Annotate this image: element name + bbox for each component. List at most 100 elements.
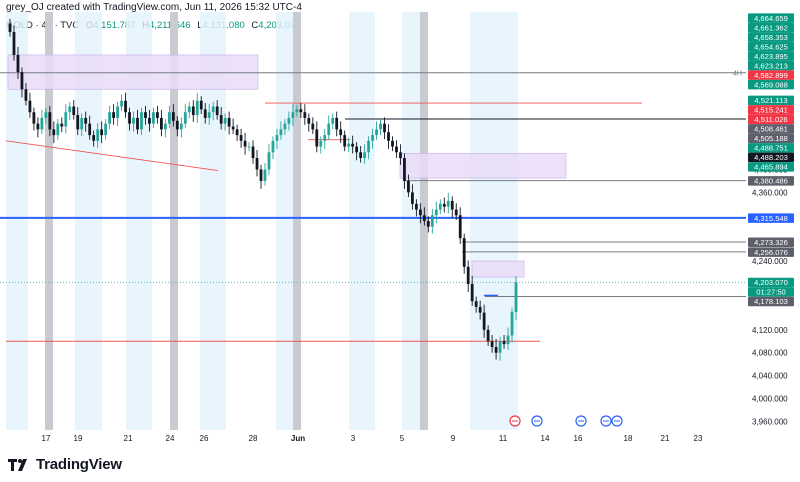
candle [311, 117, 315, 134]
candle [124, 92, 127, 118]
candle-body [323, 135, 327, 141]
price-label: 4,515.241 [748, 105, 794, 115]
price-label: 4,511.026 [748, 114, 794, 125]
candle [490, 334, 494, 353]
timeframe-annotation: 4H [733, 71, 742, 78]
candle [24, 83, 28, 106]
candle [478, 300, 482, 320]
candle-body [152, 112, 155, 124]
candle-body [160, 117, 163, 130]
candle-body [279, 129, 283, 136]
candle [466, 260, 470, 293]
candle [175, 116, 179, 137]
candle-body [271, 140, 275, 153]
price-label: 4,315.548 [748, 213, 794, 223]
x-tick-label: 9 [451, 434, 456, 443]
candle-body [136, 117, 139, 130]
candle [144, 105, 147, 125]
candle [319, 136, 323, 154]
price-label-text: 4,658.353 [754, 33, 788, 42]
candle [247, 141, 251, 152]
candle-body [36, 123, 40, 130]
candle [307, 113, 311, 132]
candle-body [498, 341, 502, 353]
candle [76, 107, 80, 136]
candle [207, 104, 211, 125]
candle [84, 111, 88, 132]
candle [331, 113, 335, 130]
candle-body [92, 135, 96, 141]
tradingview-logo[interactable]: TradingView [8, 456, 122, 473]
candle [335, 111, 339, 137]
candle-body [235, 129, 239, 136]
candle [120, 94, 123, 112]
candle-body [331, 117, 335, 124]
price-label: 4,623.213 [748, 60, 794, 70]
x-tick-label: 14 [541, 434, 550, 443]
candle-body [48, 112, 52, 130]
candle-body [307, 117, 311, 124]
candle-body [100, 129, 104, 136]
candle-body [231, 126, 235, 130]
price-label-bg [748, 41, 794, 52]
price-label-bg [748, 237, 794, 247]
price-label-text: 4,569.088 [754, 80, 788, 89]
candle [486, 325, 490, 346]
candle-body [183, 112, 187, 124]
candle [112, 104, 115, 125]
candle-body [243, 140, 247, 147]
candle [223, 113, 227, 131]
candle-body [422, 215, 426, 221]
session-band [6, 12, 28, 430]
price-label: 4,521.113 [748, 95, 794, 106]
candle-body [24, 89, 28, 101]
price-label-bg [748, 176, 794, 186]
price-chart[interactable]: 4H 4,440.0004,400.0004,360.0004,240.0004… [0, 0, 800, 450]
y-tick-label: 4,040.000 [752, 372, 788, 381]
candle-body [255, 158, 259, 170]
price-label: 4,380.486 [748, 176, 794, 186]
candle-body [12, 32, 16, 55]
candles [8, 18, 518, 361]
candle [498, 336, 502, 361]
price-label-text: 4,203.070 [754, 278, 788, 287]
candle-body [227, 117, 231, 127]
candle [191, 100, 195, 122]
candle-body [112, 112, 115, 118]
candle-body [199, 100, 203, 110]
candle [255, 149, 259, 177]
candle-body [450, 200, 454, 210]
open-value: 4,151.787 [93, 20, 136, 31]
candle [16, 46, 20, 79]
price-label: 4,623.895 [748, 51, 794, 61]
candle [163, 119, 167, 138]
low-label: L [197, 20, 203, 31]
symbol-name[interactable]: GOLD · 4h · TVC [6, 20, 80, 31]
candle [462, 233, 466, 274]
candle-body [291, 112, 295, 118]
x-tick-label: 11 [499, 434, 508, 443]
candle [323, 128, 327, 149]
candle-body [179, 123, 183, 130]
candle [148, 109, 151, 132]
price-label-bg [748, 296, 794, 307]
candle-body [474, 301, 478, 307]
candle-body [351, 143, 355, 147]
candle [327, 115, 331, 140]
price-label-bg [748, 213, 794, 223]
candle [299, 103, 303, 118]
candle [60, 117, 64, 133]
candle-body [259, 169, 263, 181]
candle-body [375, 129, 378, 136]
candle [100, 121, 104, 144]
x-tick-label: 21 [661, 434, 670, 443]
x-tick-label: 21 [124, 434, 133, 443]
candle [383, 117, 386, 140]
candle [418, 203, 422, 224]
candle [363, 144, 366, 164]
candle [179, 117, 183, 138]
price-label: 4,505.188 [748, 133, 794, 144]
close-label: C [251, 20, 259, 31]
candle [351, 135, 355, 154]
price-label: 4,582.899 [748, 70, 794, 80]
